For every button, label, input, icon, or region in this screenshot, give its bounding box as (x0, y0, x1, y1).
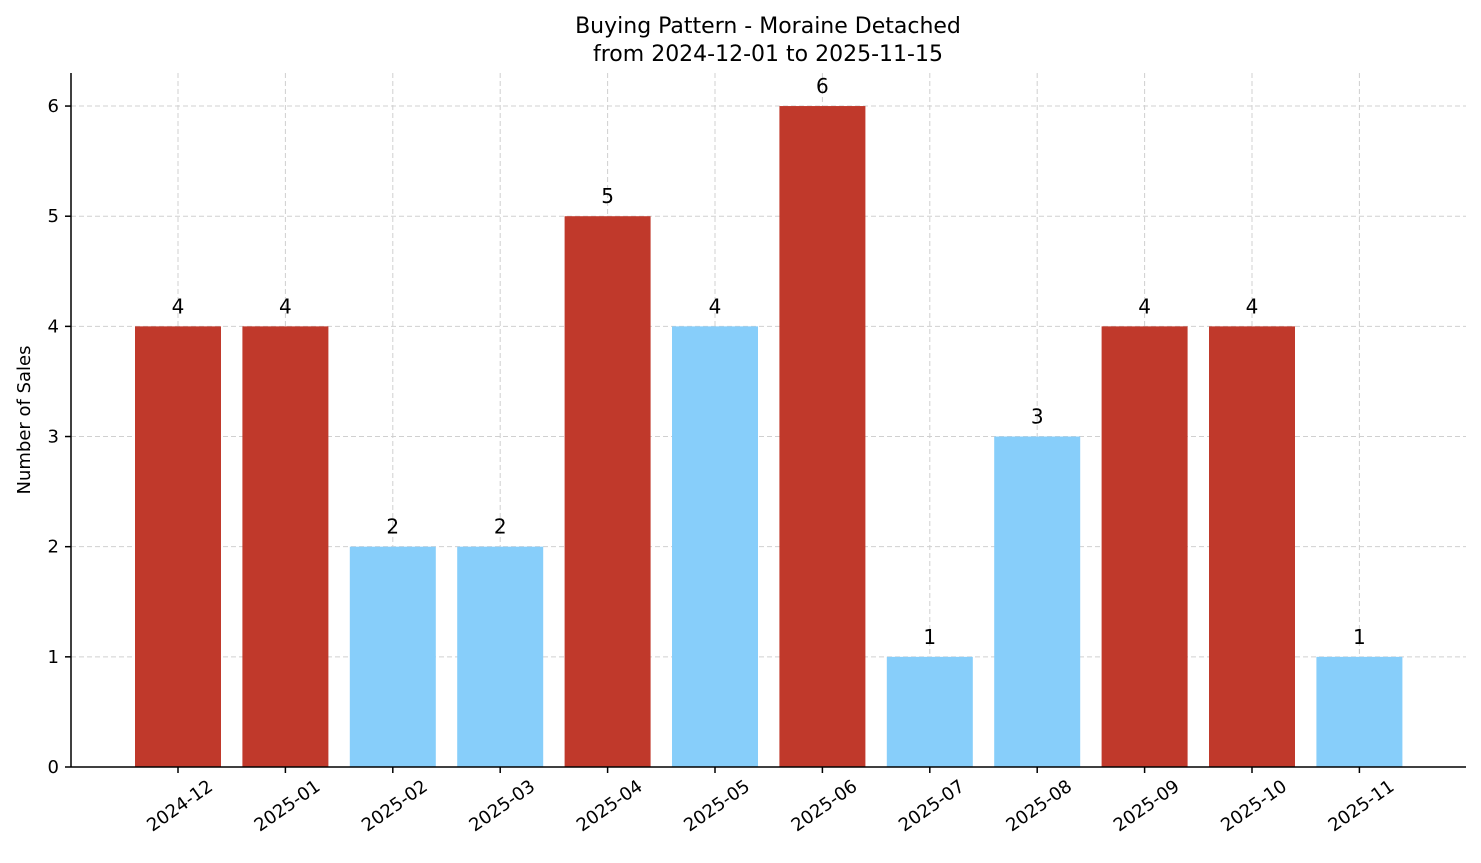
bar-2025-11 (1316, 656, 1403, 767)
bar-2025-10 (1209, 326, 1295, 767)
data-label-2025-01: 4 (279, 294, 292, 318)
data-label-2025-10: 4 (1246, 294, 1259, 318)
y-ticks: 0 1 2 3 4 5 6 (48, 96, 71, 778)
chart-title: Buying Pattern - Moraine Detached (575, 14, 961, 39)
chart-subtitle: from 2024-12-01 to 2025-11-15 (593, 42, 943, 67)
x-tick-label: 2025-09 (1110, 776, 1184, 836)
bar-2025-03 (457, 546, 544, 767)
bar-2025-01 (242, 326, 329, 767)
x-tick-label: 2025-10 (1217, 776, 1291, 836)
data-label-2025-11: 1 (1353, 625, 1366, 649)
bar-2025-07 (886, 656, 973, 767)
x-tick-label: 2025-02 (358, 776, 432, 836)
y-tick-label: 1 (48, 647, 59, 668)
y-tick-label: 2 (48, 537, 59, 558)
x-tick-label: 2025-03 (465, 776, 539, 836)
bar-2025-02 (349, 546, 436, 767)
data-label-2024-12: 4 (172, 294, 185, 318)
data-label-2025-06: 6 (816, 74, 829, 98)
x-tick-label: 2024-12 (143, 776, 217, 836)
bar-2024-12 (135, 326, 221, 767)
x-tick-label: 2025-05 (680, 776, 754, 836)
data-label-2025-04: 5 (601, 184, 614, 208)
y-tick-label: 3 (48, 427, 59, 448)
bar-2025-05 (672, 326, 758, 767)
x-tick-label: 2025-06 (788, 776, 862, 836)
x-tick-label: 2025-07 (895, 776, 969, 836)
data-label-2025-08: 3 (1031, 405, 1044, 429)
x-tick-label: 2025-08 (1002, 776, 1076, 836)
y-tick-label: 0 (48, 757, 59, 778)
data-label-2025-07: 1 (923, 625, 936, 649)
y-axis-label: Number of Sales (14, 345, 35, 494)
y-tick-label: 4 (48, 316, 59, 337)
data-label-2025-09: 4 (1138, 294, 1151, 318)
bar-2025-04 (564, 216, 651, 767)
x-ticks: 2024-12 2025-01 2025-02 2025-03 2025-04 2025-… (143, 767, 1398, 836)
bar-2025-09 (1101, 326, 1188, 767)
bar-2025-06 (779, 106, 866, 768)
x-tick-label: 2025-11 (1325, 776, 1399, 836)
data-labels: 4 4 2 2 5 4 6 1 3 4 4 1 (172, 74, 1366, 649)
data-label-2025-03: 2 (494, 515, 507, 539)
y-tick-label: 5 (48, 206, 59, 227)
bars (135, 106, 1403, 768)
x-tick-label: 2025-01 (251, 776, 325, 836)
data-label-2025-05: 4 (709, 294, 722, 318)
axes (70, 73, 1466, 768)
x-tick-label: 2025-04 (573, 776, 647, 836)
data-label-2025-02: 2 (386, 515, 399, 539)
y-tick-label: 6 (48, 96, 59, 117)
bar-2025-08 (994, 436, 1081, 767)
